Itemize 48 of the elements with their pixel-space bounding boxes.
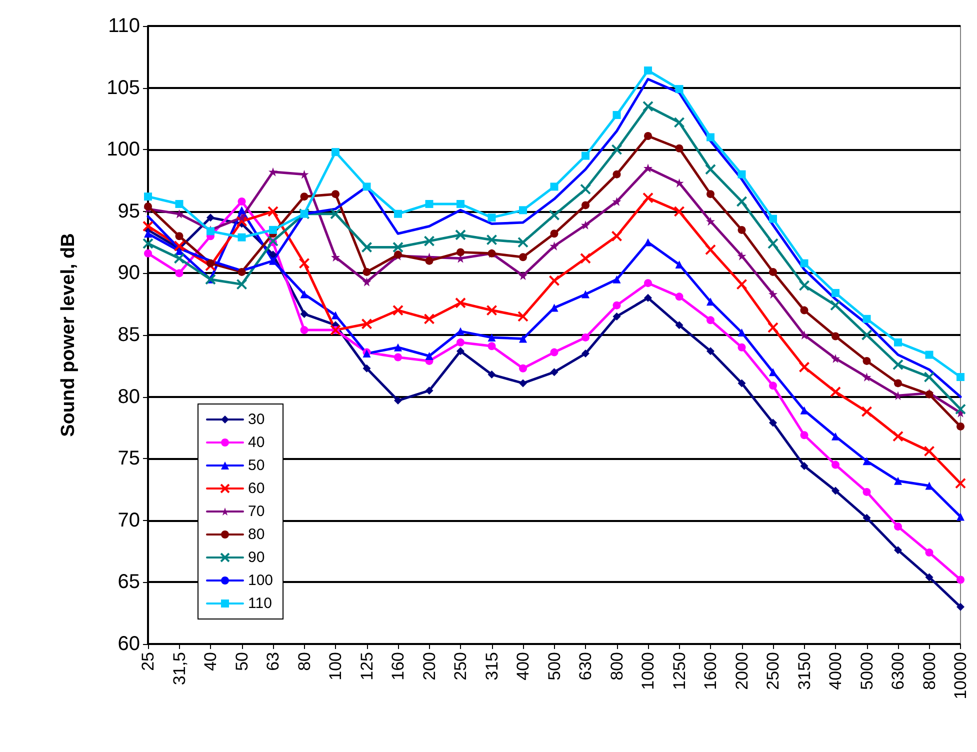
x-tick-label: 200 — [420, 652, 439, 680]
x-tick-label: 2500 — [764, 652, 782, 690]
x-tick-label: 50 — [232, 652, 252, 671]
x-tick-label: 315 — [482, 652, 502, 680]
y-tick-label: 90 — [118, 262, 140, 284]
x-tick-label: 3150 — [794, 652, 814, 690]
x-tick-label: 100 — [326, 652, 345, 680]
y-tick-label: 95 — [118, 200, 140, 222]
x-tick-label: 63 — [264, 652, 282, 671]
y-tick-label: 65 — [118, 571, 140, 594]
legend-label: 30 — [248, 411, 265, 428]
legend-label: 90 — [248, 549, 265, 566]
y-tick-label: 75 — [118, 448, 140, 470]
x-tick-label: 80 — [294, 652, 314, 671]
legend-label: 50 — [248, 457, 265, 474]
x-tick-label: 1000 — [638, 652, 658, 690]
x-tick-label: 6300 — [888, 652, 908, 690]
x-tick-label: 500 — [544, 652, 564, 680]
legend-label: 100 — [248, 572, 274, 589]
x-tick-label: 8000 — [920, 652, 939, 690]
x-tick-label: 4000 — [826, 652, 845, 690]
x-tick-label: 1250 — [670, 652, 689, 690]
x-tick-label: 31,5 — [170, 652, 189, 686]
legend-label: 80 — [248, 526, 265, 543]
x-tick-label: 2000 — [732, 652, 752, 690]
x-tick-label: 800 — [607, 652, 626, 680]
y-axis-title: Sound power level, dB — [58, 233, 79, 437]
x-tick-label: 40 — [201, 652, 220, 671]
legend-label: 70 — [248, 503, 265, 520]
y-tick-label: 60 — [118, 633, 140, 655]
x-tick-label: 630 — [576, 652, 595, 680]
y-tick-label: 80 — [118, 386, 140, 408]
y-tick-label: 110 — [108, 15, 140, 37]
x-tick-label: 125 — [357, 652, 376, 680]
x-tick-label: 1600 — [701, 652, 720, 690]
x-tick-label: 400 — [514, 652, 532, 680]
y-tick-label: 85 — [118, 324, 140, 346]
x-tick-label: 160 — [388, 652, 408, 680]
y-tick-label: 70 — [118, 509, 140, 532]
x-tick-label: 25 — [138, 652, 158, 671]
y-tick-label: 105 — [106, 76, 140, 99]
legend-label: 40 — [248, 434, 265, 451]
legend-label: 110 — [248, 595, 272, 612]
x-tick-label: 250 — [451, 652, 470, 680]
legend-label: 60 — [248, 480, 265, 497]
x-tick-label: 5000 — [857, 652, 876, 690]
y-tick-label: 100 — [106, 138, 140, 161]
x-tick-label: 10000 — [951, 652, 970, 700]
